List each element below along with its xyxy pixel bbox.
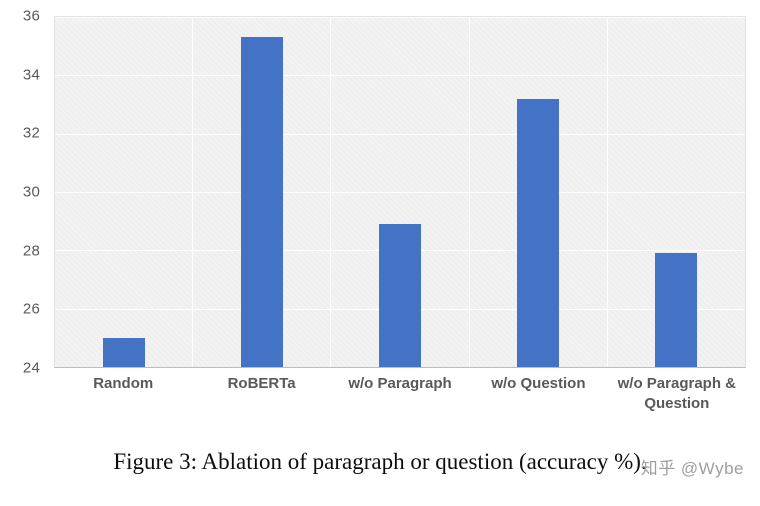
y-tick-label: 34 — [22, 66, 40, 84]
category-column — [193, 17, 332, 367]
bar-chart: 24 26 28 30 32 34 36 Random RoBERTa w/o Paragrap… — [0, 8, 746, 415]
bar — [379, 224, 421, 367]
bar — [517, 98, 560, 367]
bar-columns — [55, 17, 745, 367]
y-tick-label: 28 — [22, 242, 40, 260]
gridline — [55, 17, 745, 18]
y-axis: 24 26 28 30 32 34 36 — [0, 8, 46, 377]
bar — [240, 37, 283, 367]
category-column — [55, 17, 194, 367]
y-tick-label: 36 — [22, 7, 40, 25]
y-tick-label: 30 — [22, 183, 40, 201]
category-column — [608, 17, 745, 367]
gridline — [55, 192, 745, 193]
bar — [102, 337, 145, 367]
y-tick-label: 26 — [22, 300, 40, 318]
y-tick-label: 32 — [22, 124, 40, 142]
x-category-label: RoBERTa — [227, 375, 296, 392]
x-category-label: Random — [93, 375, 154, 392]
gridline — [55, 75, 745, 77]
figure-caption: Figure 3: Ablation of paragraph or quest… — [113, 449, 647, 474]
watermark: 知乎 @Wybe — [640, 459, 744, 478]
x-category-label: w/o Paragraph & Question — [617, 375, 736, 413]
gridline — [55, 133, 745, 135]
bar — [655, 253, 698, 367]
y-tick-label: 24 — [22, 359, 40, 377]
plot-area — [54, 16, 746, 368]
x-axis: Random RoBERTa w/o Paragraph w/o Question w/… — [54, 374, 746, 415]
x-category-label: w/o Question — [491, 375, 586, 392]
x-category-label: w/o Paragraph — [348, 375, 452, 392]
category-column — [331, 17, 470, 367]
category-column — [470, 17, 608, 367]
